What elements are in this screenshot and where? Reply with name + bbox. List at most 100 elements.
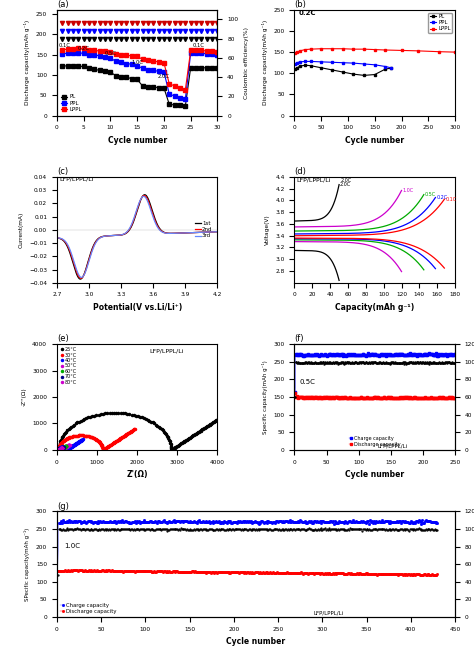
1st — [78, 275, 83, 283]
Text: 0.1C: 0.1C — [193, 43, 205, 48]
Charge capacity — [319, 351, 324, 358]
Charge capacity — [452, 351, 458, 358]
LPPL — [383, 46, 388, 54]
PPL — [308, 57, 313, 65]
3rd — [79, 274, 84, 281]
PPL — [350, 59, 356, 67]
1st — [142, 191, 147, 199]
Discharge capacity — [403, 393, 409, 401]
Text: 2.0C: 2.0C — [340, 182, 351, 187]
1st — [215, 228, 220, 236]
3rd — [211, 228, 217, 236]
PL — [86, 64, 92, 72]
Text: 0.5C: 0.5C — [425, 193, 436, 197]
Text: LFP/LPPL/Li: LFP/LPPL/Li — [296, 178, 331, 183]
PPL — [150, 67, 156, 74]
2nd — [142, 191, 147, 199]
Text: (f): (f) — [294, 334, 304, 343]
1st — [54, 234, 60, 242]
3rd — [215, 228, 220, 236]
Charge capacity — [358, 351, 364, 359]
40°C — [55, 446, 61, 454]
LPPL — [140, 56, 146, 63]
PL — [302, 61, 308, 69]
PPL — [215, 51, 220, 59]
PL — [340, 68, 346, 76]
LPPL — [308, 45, 313, 53]
50°C — [55, 446, 61, 454]
1st — [186, 229, 192, 236]
50°C — [67, 441, 73, 449]
1st — [211, 228, 217, 236]
Y-axis label: Current(mA): Current(mA) — [18, 212, 24, 248]
50°C — [56, 445, 62, 453]
25°C — [168, 446, 174, 454]
Text: LFP/LPPL/Li: LFP/LPPL/Li — [378, 443, 408, 448]
PPL — [75, 49, 81, 57]
Text: 2.0C: 2.0C — [158, 74, 170, 79]
3rd — [141, 193, 146, 200]
PPL — [59, 50, 65, 57]
60°C — [63, 442, 69, 450]
Charge capacity — [447, 351, 452, 359]
PL — [193, 63, 199, 71]
PPL — [177, 94, 183, 102]
60°C — [57, 446, 63, 454]
LPPL — [215, 48, 220, 56]
Text: 1.0C: 1.0C — [131, 59, 143, 65]
PPL — [199, 50, 204, 57]
3rd — [150, 213, 156, 221]
Text: 0.2C: 0.2C — [78, 46, 90, 51]
LPPL — [297, 47, 303, 55]
PPL — [161, 68, 167, 76]
1st — [131, 218, 137, 226]
PPL — [193, 50, 199, 57]
PL — [209, 64, 215, 72]
PPL — [182, 95, 188, 103]
Y-axis label: Specific capacity(mAh g⁻¹): Specific capacity(mAh g⁻¹) — [262, 360, 268, 434]
PL — [166, 101, 172, 108]
LPPL — [209, 48, 215, 56]
Text: 0.2C: 0.2C — [436, 195, 447, 200]
Text: LFP/LPPL/Li: LFP/LPPL/Li — [149, 348, 184, 353]
80°C — [55, 446, 61, 454]
PL — [70, 62, 76, 70]
PL — [113, 72, 118, 80]
Text: LFP/LPPL/Li: LFP/LPPL/Li — [313, 611, 344, 615]
40°C — [64, 445, 69, 453]
PPL — [166, 90, 172, 98]
PPL — [209, 50, 215, 58]
Text: 0.1C: 0.1C — [59, 43, 71, 48]
2nd — [54, 234, 60, 242]
60°C — [63, 442, 69, 450]
PL — [161, 84, 167, 92]
LPPL — [329, 45, 335, 53]
Line: Charge capacity: Charge capacity — [294, 351, 456, 392]
Discharge capacity — [153, 568, 159, 576]
Line: 40°C: 40°C — [57, 438, 83, 451]
Text: 0.5C: 0.5C — [300, 379, 316, 385]
X-axis label: Z'(Ω): Z'(Ω) — [127, 470, 148, 479]
40°C — [80, 436, 85, 443]
2nd — [150, 211, 156, 219]
PL — [372, 71, 378, 78]
X-axis label: Cycle number: Cycle number — [108, 136, 167, 145]
40°C — [56, 445, 62, 453]
Discharge capacity — [385, 393, 391, 401]
Line: Charge capacity: Charge capacity — [57, 519, 438, 572]
30°C — [98, 440, 104, 448]
PL — [145, 83, 151, 91]
LPPL — [81, 44, 86, 52]
70°C — [61, 443, 66, 451]
X-axis label: Capacity(mAh g⁻¹): Capacity(mAh g⁻¹) — [335, 303, 414, 312]
50°C — [59, 446, 64, 454]
Discharge capacity — [435, 394, 440, 402]
30°C — [132, 425, 138, 433]
PPL — [86, 51, 92, 59]
Discharge capacity — [356, 570, 362, 578]
40°C — [80, 436, 85, 443]
LPPL — [302, 46, 308, 54]
PL — [388, 64, 394, 72]
3rd — [131, 215, 137, 223]
1st — [150, 209, 156, 217]
